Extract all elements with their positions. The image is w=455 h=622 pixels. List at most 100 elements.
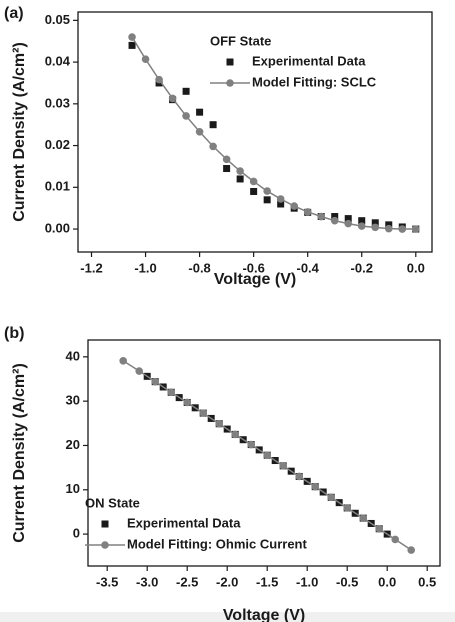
y-tick-label: 0.04: [45, 54, 71, 69]
y-tick-label: 0.00: [45, 220, 70, 235]
data-point: [151, 377, 159, 386]
data-point: [128, 41, 136, 49]
x-axis-label: Voltage (V): [223, 607, 305, 622]
data-point: [168, 94, 177, 103]
x-tick-label: -0.8: [188, 260, 210, 275]
data-point: [317, 212, 326, 221]
data-point: [327, 493, 336, 502]
legend-label: Experimental Data: [127, 515, 241, 530]
data-point: [263, 196, 271, 204]
x-tick-label: 0.0: [407, 260, 425, 275]
x-tick-label: -0.6: [242, 260, 264, 275]
legend-title: OFF State: [210, 33, 271, 48]
x-tick-label: -3.0: [136, 574, 158, 589]
y-tick-label: 0: [73, 526, 80, 541]
data-point: [331, 213, 339, 221]
data-point: [330, 216, 339, 225]
data-point: [182, 112, 190, 120]
legend-marker: [101, 541, 109, 549]
y-axis-label: Current Density (A/cm²): [11, 42, 28, 222]
data-point: [279, 462, 288, 470]
data-point: [199, 409, 207, 417]
data-point: [196, 108, 204, 116]
legend-marker: [101, 520, 109, 528]
panel-label: (a): [4, 5, 24, 22]
plot-frame: [77, 11, 433, 253]
data-point: [155, 75, 163, 84]
x-tick-label: 0.5: [418, 574, 436, 589]
data-point: [135, 367, 143, 375]
legend-marker: [226, 58, 234, 66]
data-point: [398, 225, 407, 233]
x-axis-label: Voltage (V): [214, 271, 296, 288]
data-point: [209, 121, 217, 129]
legend-label: Model Fitting: SCLC: [252, 74, 377, 89]
y-tick-label: 0.02: [45, 137, 70, 152]
data-point: [263, 451, 272, 460]
y-tick-label: 20: [66, 437, 80, 452]
data-point: [249, 177, 258, 186]
x-tick-label: -0.5: [336, 574, 358, 589]
data-point: [167, 388, 175, 397]
data-point: [407, 546, 416, 554]
panel-label: (b): [4, 325, 24, 342]
data-point: [290, 202, 298, 210]
x-tick-label: -0.4: [296, 260, 319, 275]
y-tick-label: 40: [66, 348, 80, 363]
data-point: [231, 430, 239, 439]
data-point: [223, 165, 231, 173]
data-point: [311, 482, 320, 491]
data-point: [371, 219, 379, 227]
x-tick-label: -1.2: [80, 260, 102, 275]
data-point: [359, 514, 368, 522]
data-point: [183, 398, 191, 407]
data-point: [141, 55, 150, 63]
bottom-bar: [0, 612, 455, 622]
x-tick-label: -1.5: [256, 574, 278, 589]
data-point: [247, 440, 255, 449]
data-point: [128, 33, 136, 41]
plot-frame: [87, 339, 441, 567]
x-tick-label: 0.0: [378, 574, 396, 589]
data-point: [222, 155, 231, 164]
legend-label: Experimental Data: [252, 53, 366, 68]
y-tick-label: 10: [66, 481, 80, 496]
data-point: [384, 224, 393, 233]
data-point: [195, 127, 204, 136]
x-tick-label: -2.5: [176, 574, 198, 589]
data-point: [391, 535, 400, 544]
data-point: [215, 419, 223, 428]
y-axis-label: Current Density (A/cm²): [11, 363, 28, 543]
data-point: [182, 87, 190, 95]
data-point: [371, 223, 380, 232]
data-point: [344, 219, 353, 228]
y-tick-label: 0.01: [45, 179, 70, 194]
x-tick-label: -1.0: [296, 574, 318, 589]
y-tick-label: 0.05: [45, 12, 70, 27]
x-tick-label: -3.5: [96, 574, 118, 589]
data-point: [358, 217, 366, 225]
data-point: [263, 187, 271, 195]
data-point: [236, 167, 244, 175]
data-point: [375, 524, 384, 533]
data-point: [250, 187, 258, 195]
data-point: [276, 195, 285, 203]
data-point: [295, 472, 304, 481]
data-point: [303, 208, 312, 216]
model-line: [131, 36, 416, 230]
data-point: [343, 504, 352, 512]
data-point: [357, 222, 366, 230]
y-tick-label: 30: [66, 393, 80, 408]
legend-label: Model Fitting: Ohmic Current: [127, 536, 307, 551]
data-point: [119, 357, 127, 365]
legend-marker: [226, 79, 234, 87]
legend-title: ON State: [85, 495, 140, 510]
data-point: [277, 200, 285, 208]
data-point: [411, 225, 420, 233]
x-tick-label: -0.2: [351, 260, 373, 275]
data-point: [209, 142, 217, 151]
x-tick-label: -2.0: [216, 574, 238, 589]
data-point: [236, 175, 244, 183]
x-tick-label: -1.0: [134, 260, 156, 275]
